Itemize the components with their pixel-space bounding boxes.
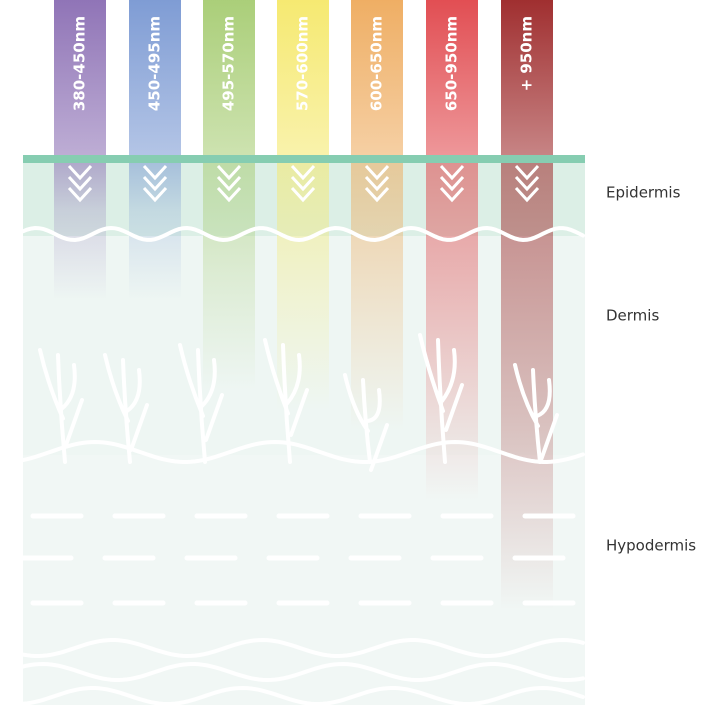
band-label: 495-570nm — [220, 16, 238, 111]
chevron — [364, 164, 390, 181]
root — [513, 363, 559, 464]
chevron — [364, 175, 390, 192]
root — [263, 338, 309, 464]
band — [351, 0, 403, 430]
chevron — [216, 175, 242, 192]
epidermis-wave — [21, 225, 585, 243]
band — [129, 0, 181, 300]
band — [277, 0, 329, 410]
root — [343, 373, 389, 472]
root — [103, 353, 149, 464]
skin-surface — [23, 155, 585, 163]
band — [54, 0, 106, 300]
band-label: + 950nm — [518, 16, 536, 91]
chevron — [514, 164, 540, 181]
chevron — [514, 175, 540, 192]
chevron — [67, 175, 93, 192]
chevron — [439, 175, 465, 192]
band — [203, 0, 255, 390]
chevron — [67, 164, 93, 181]
layer-label: Dermis — [606, 307, 659, 325]
chevron — [142, 164, 168, 181]
chevron — [142, 186, 168, 203]
hypodermis-layer — [23, 455, 585, 705]
root — [38, 348, 84, 464]
chevron — [439, 186, 465, 203]
chevron — [216, 186, 242, 203]
decoration — [20, 164, 585, 707]
band-label: 600-650nm — [368, 16, 386, 111]
chevron — [290, 175, 316, 192]
hypodermis-wave — [21, 637, 585, 659]
chevron — [67, 186, 93, 203]
chevron — [290, 186, 316, 203]
root — [418, 333, 464, 464]
band — [501, 0, 553, 610]
chevron — [290, 164, 316, 181]
band-label: 570-600nm — [294, 16, 312, 111]
bands: 380-450nm 450-495nm 495-570nm 570-600nm 600-… — [54, 0, 553, 610]
chevron — [439, 164, 465, 181]
chevron — [142, 175, 168, 192]
chevron — [364, 186, 390, 203]
layer-label: Hypodermis — [606, 537, 696, 555]
band-label: 380-450nm — [71, 16, 89, 111]
chevron — [514, 186, 540, 203]
root — [178, 343, 224, 464]
band-label: 450-495nm — [146, 16, 164, 111]
hypodermis-wave — [21, 685, 585, 707]
dermis-wave — [21, 439, 585, 464]
layer-label: Epidermis — [606, 184, 681, 202]
chevron — [216, 164, 242, 181]
hypodermis-wave — [21, 661, 585, 683]
band-label: 650-950nm — [443, 16, 461, 111]
